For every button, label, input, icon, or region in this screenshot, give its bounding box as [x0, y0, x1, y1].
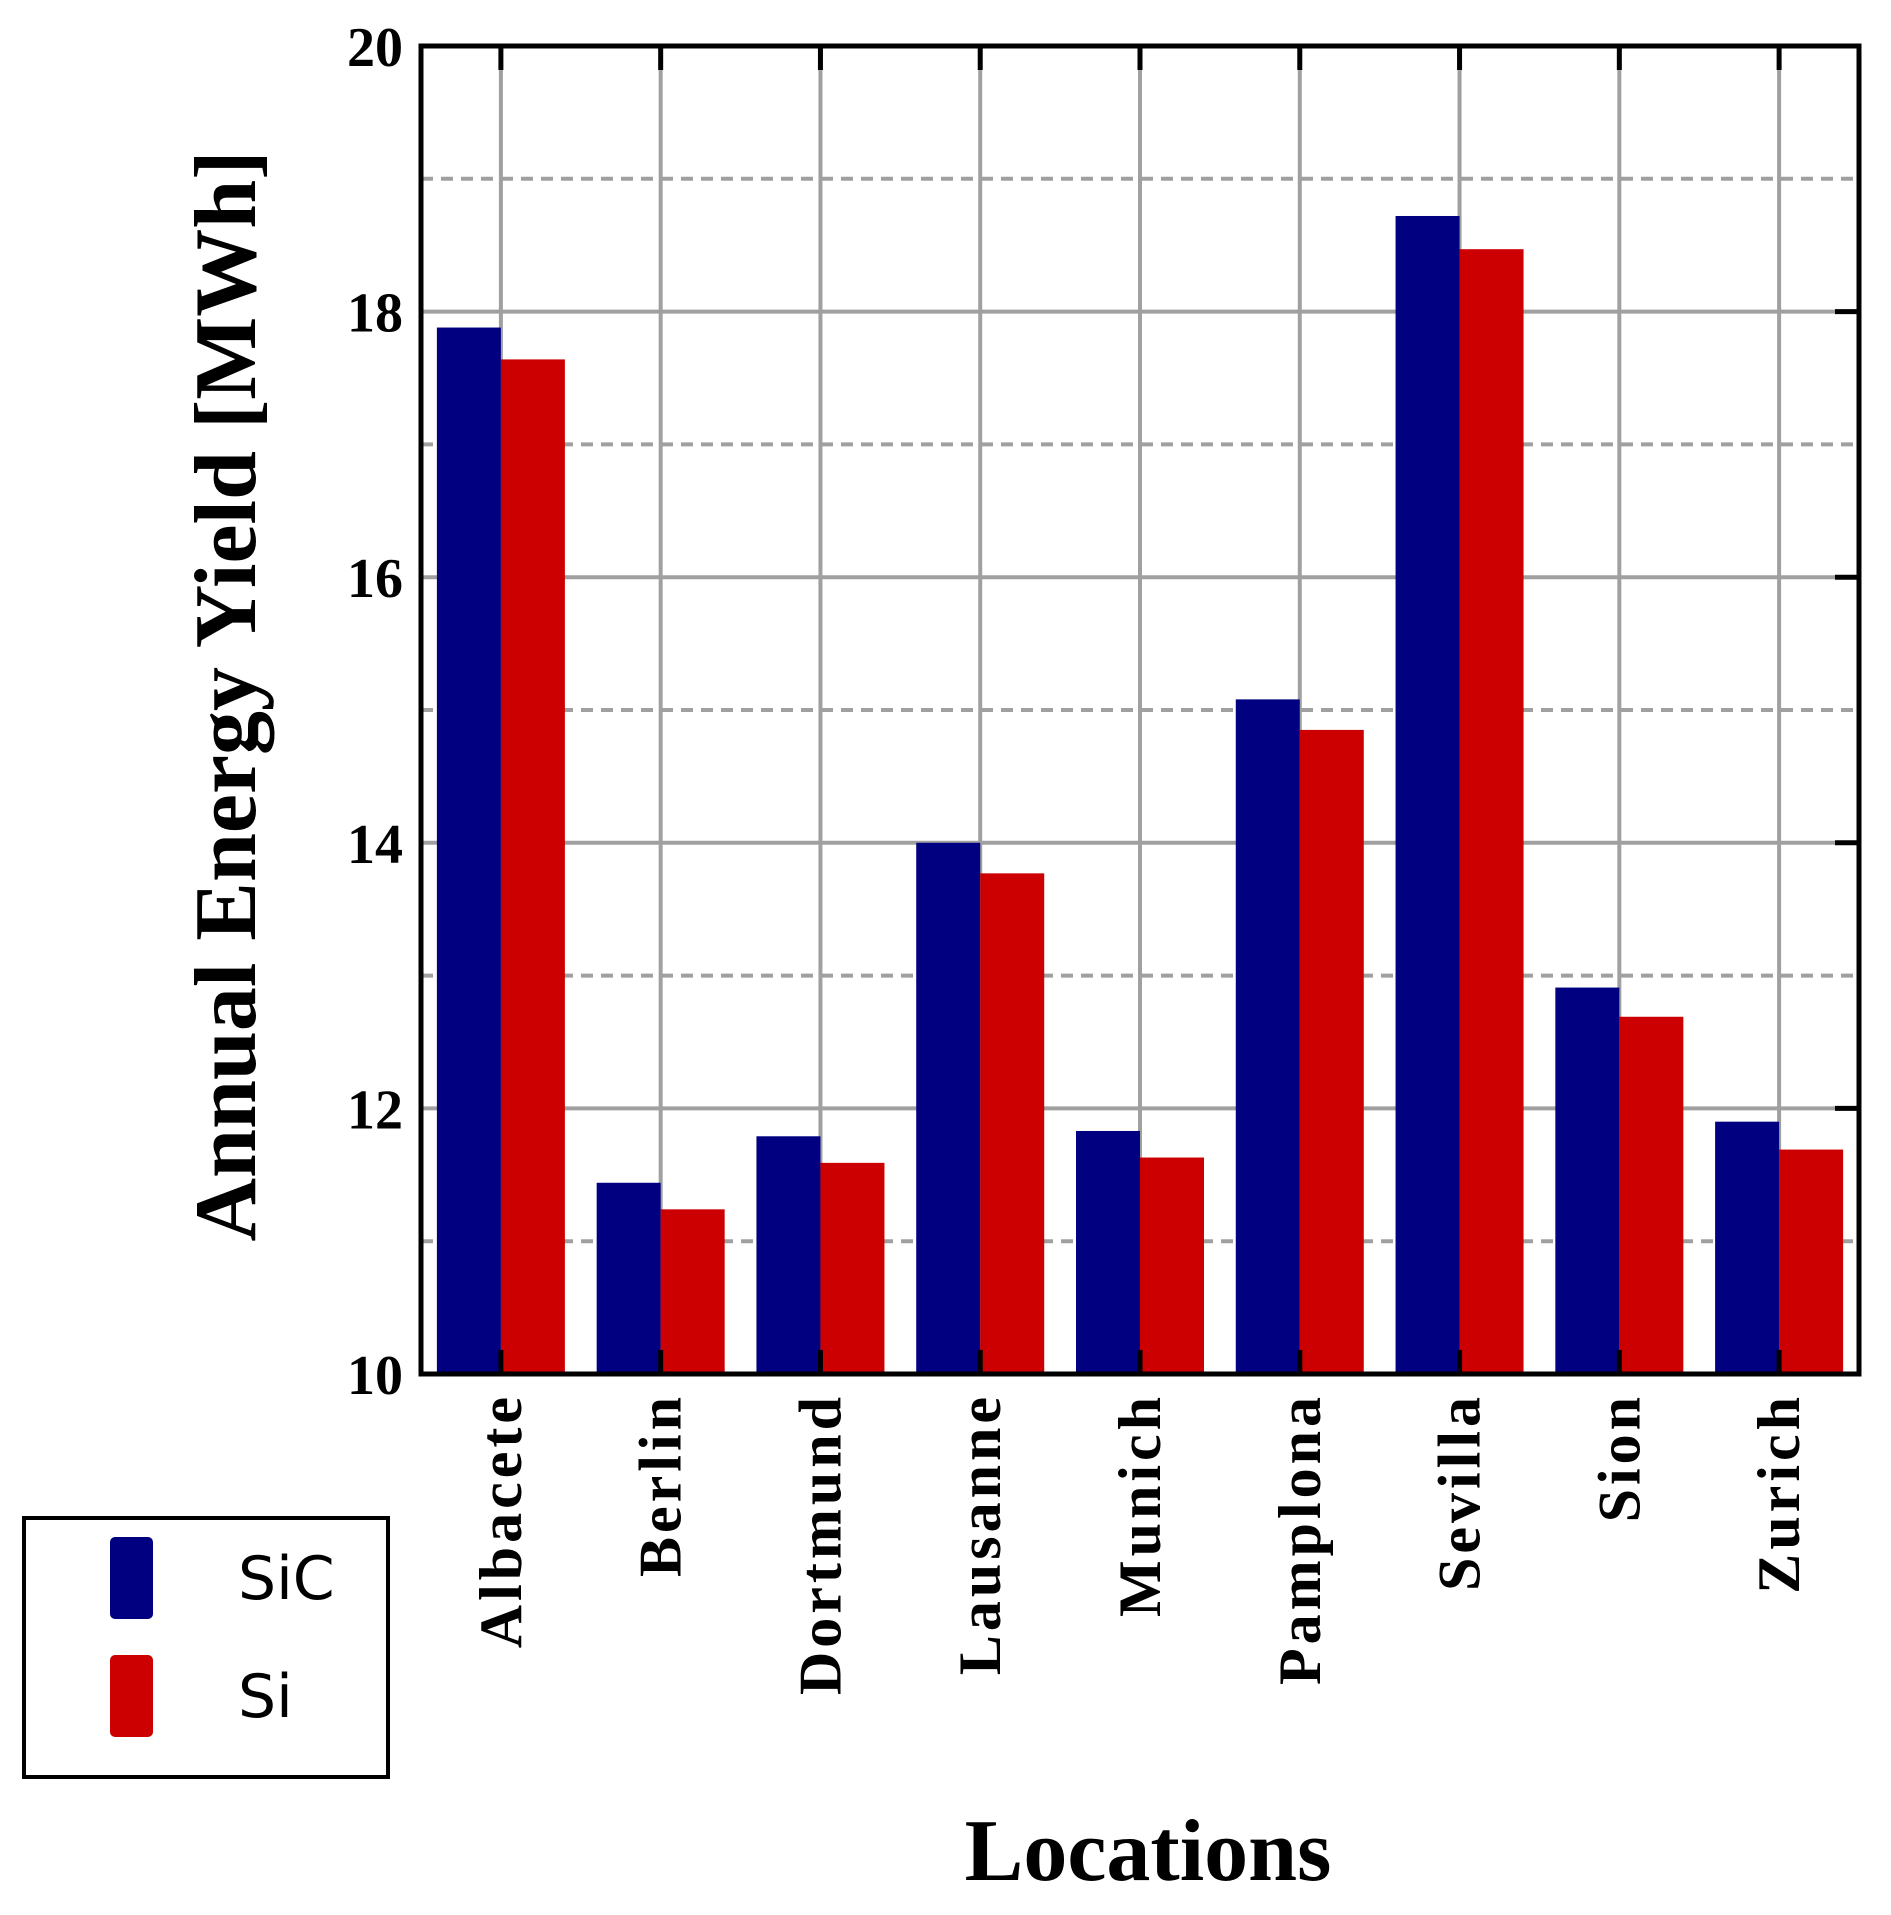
x-tick-label: Pamplona — [1267, 1393, 1333, 1685]
bar — [1140, 1157, 1204, 1374]
bar — [1235, 699, 1300, 1374]
x-tick-label: Munich — [1107, 1393, 1173, 1617]
y-tick-label: 20 — [347, 17, 403, 79]
bar — [500, 359, 565, 1375]
y-tick-label: 10 — [347, 1345, 403, 1407]
bar — [756, 1136, 821, 1374]
y-tick-label: 14 — [347, 814, 403, 876]
legend-label: Si — [238, 1662, 293, 1732]
legend-box — [22, 1516, 390, 1779]
axes: 10 12 14 16 18 20 Albacete Berlin Dortmund Lausan… — [347, 17, 1862, 1695]
y-tick-label: 18 — [347, 283, 403, 345]
bar — [1555, 987, 1620, 1374]
bar — [1779, 1149, 1844, 1374]
legend-swatch — [110, 1537, 153, 1619]
bar — [1715, 1121, 1780, 1374]
x-tick-label: Dortmund — [787, 1393, 853, 1695]
bar — [596, 1182, 661, 1374]
bar — [1299, 729, 1364, 1374]
bar — [1619, 1016, 1684, 1374]
legend-swatch — [110, 1655, 153, 1737]
bar — [916, 842, 981, 1374]
bar — [980, 873, 1045, 1374]
plot-frame — [418, 43, 1862, 1377]
y-axis-title: Annual Energy Yield [MWh] — [178, 150, 275, 1241]
y-tick-label: 16 — [347, 548, 403, 610]
bar — [660, 1209, 725, 1374]
x-tick-label: Albacete — [468, 1393, 534, 1648]
x-tick-label: Sevilla — [1427, 1393, 1493, 1591]
bar — [1076, 1130, 1140, 1374]
y-tick-label: 12 — [347, 1079, 403, 1141]
bar — [820, 1162, 885, 1374]
x-tick-label: Sion — [1586, 1393, 1652, 1522]
x-axis-title: Locations — [965, 1803, 1332, 1900]
bar — [436, 327, 501, 1374]
bar — [1395, 215, 1460, 1374]
x-tick-label: Berlin — [628, 1393, 694, 1577]
bars — [436, 215, 1844, 1375]
x-tick-label: Zurich — [1746, 1393, 1812, 1594]
x-tick-label: Lausanne — [947, 1393, 1013, 1675]
bar — [1459, 249, 1524, 1375]
legend-label: SiC — [238, 1544, 335, 1614]
